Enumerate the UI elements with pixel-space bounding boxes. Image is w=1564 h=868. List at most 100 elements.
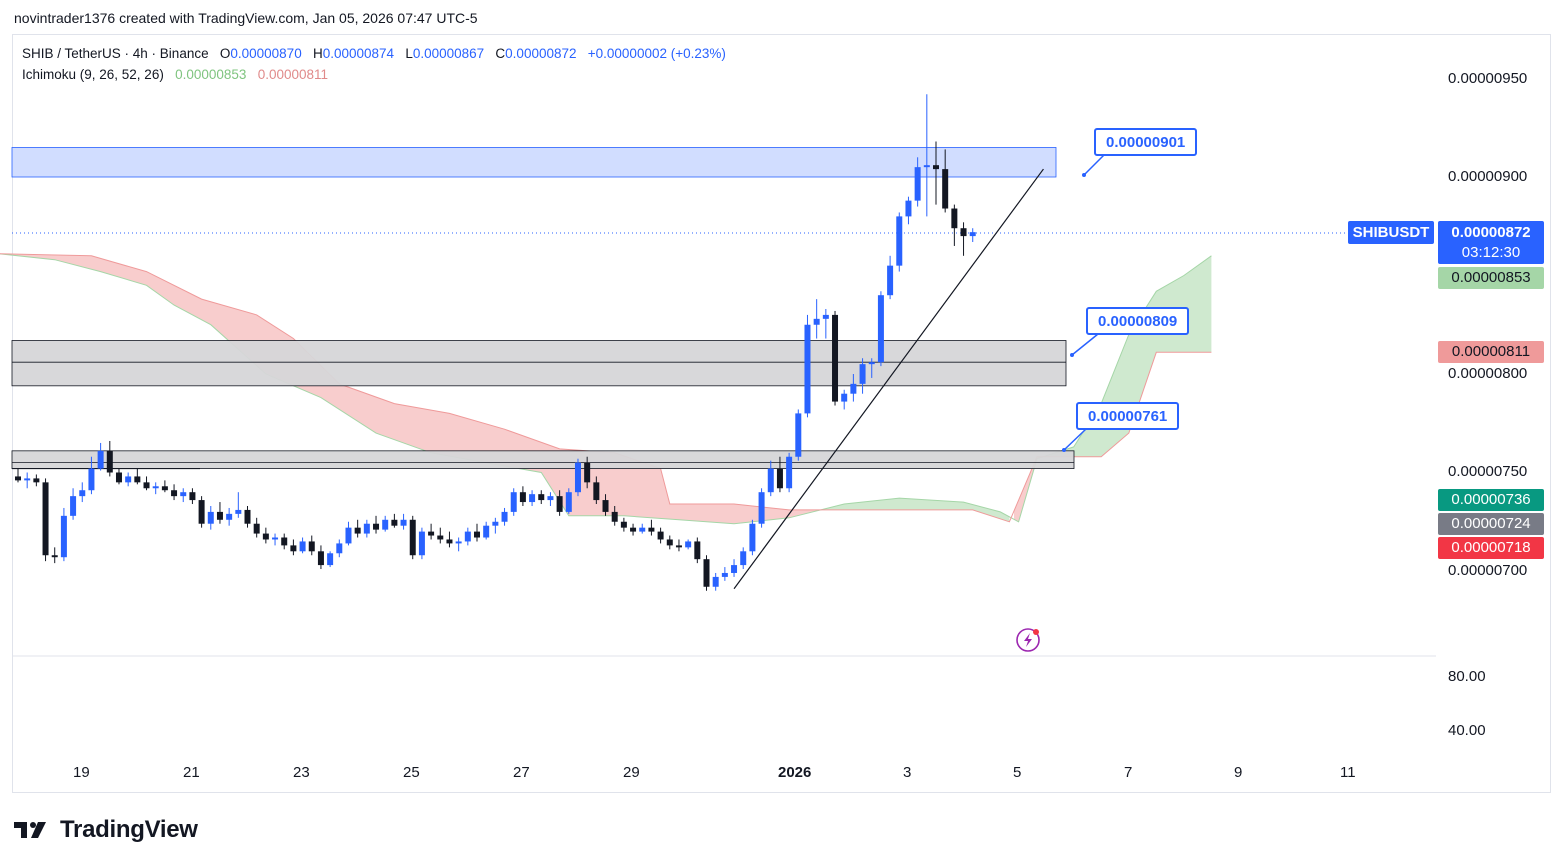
candle-body: [666, 539, 673, 546]
candle-body: [299, 541, 306, 552]
tradingview-logo-text: TradingView: [60, 816, 198, 843]
candle-body: [529, 494, 536, 503]
candle-body: [152, 486, 159, 489]
candle-body: [483, 525, 490, 538]
legend-high-label: H: [312, 46, 323, 61]
oscillator-axis-label: 80.00: [1448, 668, 1486, 685]
ohlc-legend: SHIB / TetherUS · 4h · Binance O 0.000008…: [22, 46, 726, 61]
callout-anchor: [1070, 353, 1074, 357]
candle-body: [675, 545, 682, 548]
candle-body: [630, 527, 637, 532]
price-axis-label: 0.00000800: [1448, 365, 1528, 382]
candle-body: [134, 476, 141, 483]
price-axis-label: 0.00000700: [1448, 562, 1528, 579]
legend-symbol: SHIB / TetherUS · 4h · Binance: [22, 46, 209, 61]
candle-body: [813, 318, 820, 325]
zone-mid: [11, 340, 1067, 387]
candle-body: [345, 527, 352, 544]
candle-body: [60, 515, 67, 558]
candle-body: [822, 314, 829, 319]
candle-body: [363, 523, 370, 534]
ichimoku-cloud: [0, 253, 1212, 525]
candle-body: [602, 500, 609, 512]
candle-body: [88, 468, 95, 491]
candle-body: [189, 492, 196, 501]
candle-body: [942, 169, 949, 209]
candle-body: [648, 527, 655, 532]
candle-body: [70, 496, 77, 516]
candle-body: [327, 553, 334, 566]
candle-body: [437, 535, 444, 540]
candle-body: [180, 492, 187, 497]
candle-body: [308, 541, 315, 552]
candle-body: [409, 519, 416, 556]
legend-open-label: O: [219, 46, 231, 61]
zone-resistance: [11, 147, 1057, 178]
tradingview-logo[interactable]: TradingView: [14, 816, 198, 844]
callout-middle[interactable]: 0.00000809: [1086, 307, 1190, 335]
candle-body: [125, 476, 132, 483]
lightning-icon[interactable]: [1016, 628, 1040, 652]
time-axis-label: 25: [403, 764, 420, 781]
candle-body: [262, 533, 269, 540]
candle-body: [620, 521, 627, 528]
callout-top[interactable]: 0.00000901: [1094, 128, 1198, 156]
candle-body: [850, 383, 857, 394]
callout-bottom[interactable]: 0.00000761: [1076, 402, 1180, 430]
callout-anchor: [1062, 448, 1066, 452]
red-price-tag: 0.00000718: [1438, 537, 1544, 559]
price-axis-label: 0.00000950: [1448, 70, 1528, 87]
candle-body: [776, 468, 783, 489]
candle-body: [593, 482, 600, 501]
time-axis-label: 27: [513, 764, 530, 781]
candle-body: [519, 492, 526, 503]
candle-body: [832, 314, 839, 402]
last-price-tag[interactable]: 0.00000872 03:12:30: [1438, 221, 1544, 264]
candle-body: [685, 541, 692, 548]
indicator-value-b: 0.00000811: [257, 67, 329, 82]
candle-body: [574, 462, 581, 493]
candle-body: [510, 492, 517, 512]
candle-body: [914, 167, 921, 201]
candle-body: [731, 565, 738, 573]
leading-span-b: [0, 253, 1212, 523]
legend-low: 0.00000867: [412, 46, 485, 61]
time-axis-label: 9: [1234, 764, 1243, 781]
candle-body: [42, 482, 49, 556]
candle-body: [841, 393, 848, 402]
time-axis-label: 23: [293, 764, 310, 781]
chart-frame[interactable]: [12, 34, 1551, 793]
time-axis-label: 19: [73, 764, 90, 781]
legend-close-label: C: [495, 46, 506, 61]
legend-change: +0.00000002 (+0.23%): [587, 46, 726, 61]
candle-body: [758, 492, 765, 524]
candle-body: [400, 519, 407, 526]
legend-low-label: L: [405, 46, 413, 61]
indicator-legend[interactable]: Ichimoku (9, 26, 52, 26) 0.00000853 0.00…: [22, 67, 328, 82]
candle-body: [253, 523, 260, 534]
candle-body: [611, 511, 618, 522]
candle-body: [804, 324, 811, 414]
candle-body: [143, 482, 150, 489]
symbol-tag[interactable]: SHIBUSDT: [1348, 221, 1434, 244]
candle-body: [657, 531, 664, 540]
candle-body: [547, 496, 554, 501]
candle-body: [712, 576, 719, 587]
time-axis-label: 29: [623, 764, 640, 781]
legend-close: 0.00000872: [505, 46, 577, 61]
teal-price-tag: 0.00000736: [1438, 489, 1544, 511]
indicator-name: Ichimoku (9, 26, 52, 26): [22, 67, 164, 82]
candle-body: [868, 362, 875, 365]
candle-body: [317, 551, 324, 566]
candle-body: [795, 413, 802, 457]
candle-body: [382, 519, 389, 530]
candle-body: [235, 509, 242, 514]
cloud-bearish: [4, 253, 817, 524]
candle-body: [694, 541, 701, 560]
candle-body: [905, 200, 912, 217]
candle-body: [391, 519, 398, 526]
candle-body: [767, 468, 774, 493]
candle-body: [951, 208, 958, 229]
time-axis-label: 5: [1013, 764, 1022, 781]
